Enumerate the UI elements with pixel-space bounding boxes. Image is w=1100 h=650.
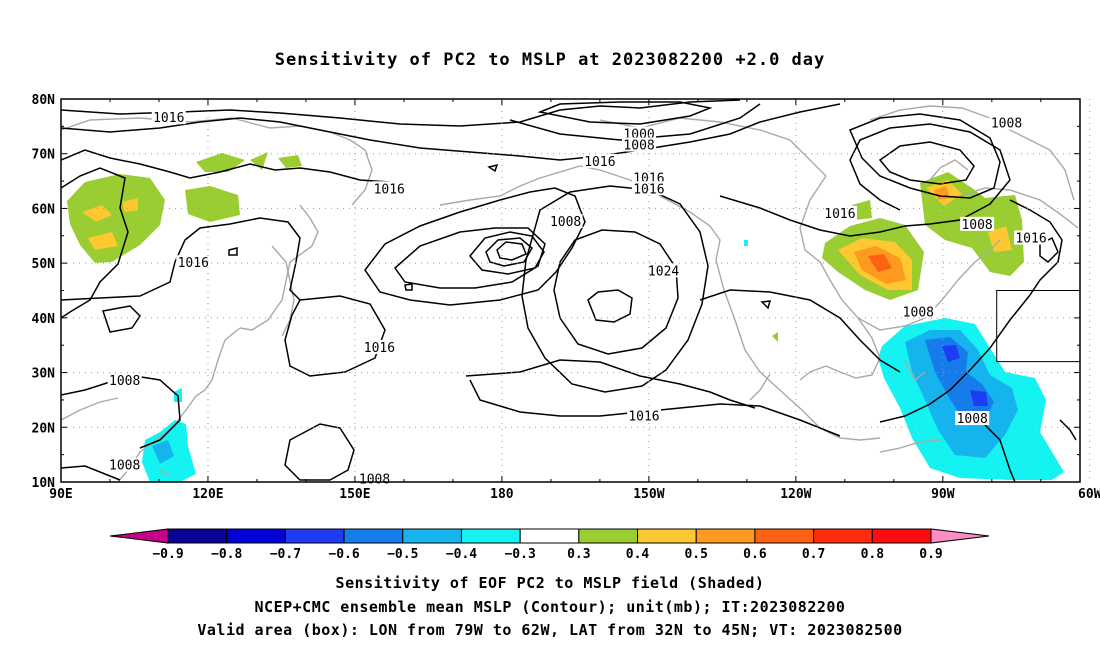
longitude-label: 150W	[633, 487, 664, 502]
contour-label: 1008	[961, 218, 992, 233]
latitude-label: 10N	[32, 476, 56, 491]
colorbar-low-triangle	[109, 528, 169, 544]
longitude-label: 150E	[339, 487, 370, 502]
longitude-label: 60W	[1078, 487, 1100, 502]
longitude-label: 120E	[192, 487, 223, 502]
colorbar-label: −0.6	[328, 547, 359, 562]
longitude-label: 180	[490, 487, 514, 502]
contour-labels: 1016100010081016101610161016100810161008…	[107, 110, 1049, 487]
colorbar-swatch	[402, 528, 462, 544]
contour-label-bg	[372, 181, 407, 196]
axis-ticks	[60, 98, 1080, 483]
contour-label-bg	[901, 304, 936, 319]
colorbar-label: −0.9	[152, 547, 183, 562]
colorbar-swatch	[813, 528, 873, 544]
validity-box	[996, 290, 1081, 363]
latitude-label: 30N	[32, 367, 56, 382]
colorbar-label: −0.4	[446, 547, 477, 562]
contour-label-bg	[960, 216, 995, 231]
colorbar-swatch	[343, 528, 404, 544]
colorbar-swatch	[519, 528, 580, 544]
colorbar-label: −0.8	[211, 547, 242, 562]
contour-label: 1016	[584, 155, 615, 170]
contour-label-bg	[107, 372, 142, 387]
colorbar-swatch	[284, 528, 345, 544]
colorbar-label: 0.9	[919, 547, 942, 562]
longitude-label: 90E	[49, 487, 72, 502]
latitude-label: 50N	[32, 257, 56, 272]
contour-label: 1008	[109, 374, 140, 389]
contour-label-bg	[1014, 230, 1049, 245]
colorbar-label: 0.6	[743, 547, 767, 562]
contour-label-bg	[822, 205, 857, 220]
caption-line-1: Sensitivity of EOF PC2 to MSLP field (Sh…	[335, 574, 765, 592]
contour-label-bg	[107, 457, 142, 472]
latitude-label: 40N	[32, 312, 56, 327]
latitude-label: 60N	[32, 202, 56, 217]
contour-label: 1008	[109, 459, 140, 474]
colorbar-label: 0.8	[861, 547, 885, 562]
caption-line-3: Valid area (box): LON from 79W to 62W, L…	[197, 621, 903, 639]
colorbar-swatch	[167, 528, 228, 544]
contour-label: 1008	[991, 117, 1022, 132]
contour-label-bg	[151, 110, 186, 125]
positive-sensitivity-shading	[67, 152, 1024, 342]
colorbar-swatch	[754, 528, 815, 544]
contour-label-bg	[362, 339, 397, 354]
contour-label-bg	[582, 153, 617, 168]
contour-label-bg	[622, 137, 657, 152]
colorbar-swatch	[637, 528, 697, 544]
contour-label: 1016	[824, 207, 855, 222]
contour-label-bg	[955, 411, 990, 426]
colorbar: −0.9 −0.8 −0.7 −0.6 −0.5 −0.4 −0.3 0.3 0.4 0.5 0.6…	[109, 528, 990, 562]
latitude-label: 80N	[32, 93, 56, 108]
negative-sensitivity-shading	[142, 240, 1064, 482]
contour-label-bg	[631, 181, 666, 196]
colorbar-label: −0.3	[504, 547, 535, 562]
contour-label: 1016	[374, 182, 405, 197]
contour-label-bg	[989, 115, 1024, 130]
contour-label-bg	[626, 408, 661, 423]
contour-label: 1024	[648, 264, 679, 279]
contour-label: 1016	[628, 409, 659, 424]
contour-label-bg	[622, 126, 657, 141]
longitude-label: 90W	[931, 487, 955, 502]
contour-label: 1008	[550, 215, 581, 230]
contour-label: 1008	[359, 472, 390, 487]
contour-label-bg	[176, 255, 211, 270]
colorbar-label: 0.5	[684, 547, 707, 562]
coastlines	[61, 105, 1079, 482]
latitude-label: 20N	[32, 421, 56, 436]
colorbar-high-triangle	[930, 528, 990, 544]
colorbar-label: −0.7	[270, 547, 301, 562]
colorbar-swatch	[695, 528, 756, 544]
colorbar-label: 0.7	[802, 547, 825, 562]
caption-line-2: NCEP+CMC ensemble mean MSLP (Contour); u…	[254, 598, 846, 616]
colorbar-label: 0.4	[626, 547, 650, 562]
plot-title: Sensitivity of PC2 to MSLP at 2023082200…	[274, 50, 826, 70]
contour-label: 1016	[153, 111, 184, 126]
colorbar-swatch	[460, 528, 521, 544]
contour-label: 1016	[364, 341, 395, 356]
longitude-label: 120W	[780, 487, 811, 502]
contour-label-bg	[548, 214, 583, 229]
colorbar-swatch	[871, 528, 932, 544]
colorbar-swatch	[578, 528, 639, 544]
latitude-label: 70N	[32, 148, 56, 163]
contour-label: 1008	[957, 412, 988, 427]
contour-label: 1008	[903, 305, 934, 320]
colorbar-swatch	[226, 528, 286, 544]
contour-label: 1008	[623, 139, 654, 154]
contour-label: 1016	[1015, 232, 1046, 247]
contour-label-bg	[646, 263, 681, 278]
colorbar-label: −0.5	[387, 547, 418, 562]
colorbar-label: 0.3	[567, 547, 590, 562]
